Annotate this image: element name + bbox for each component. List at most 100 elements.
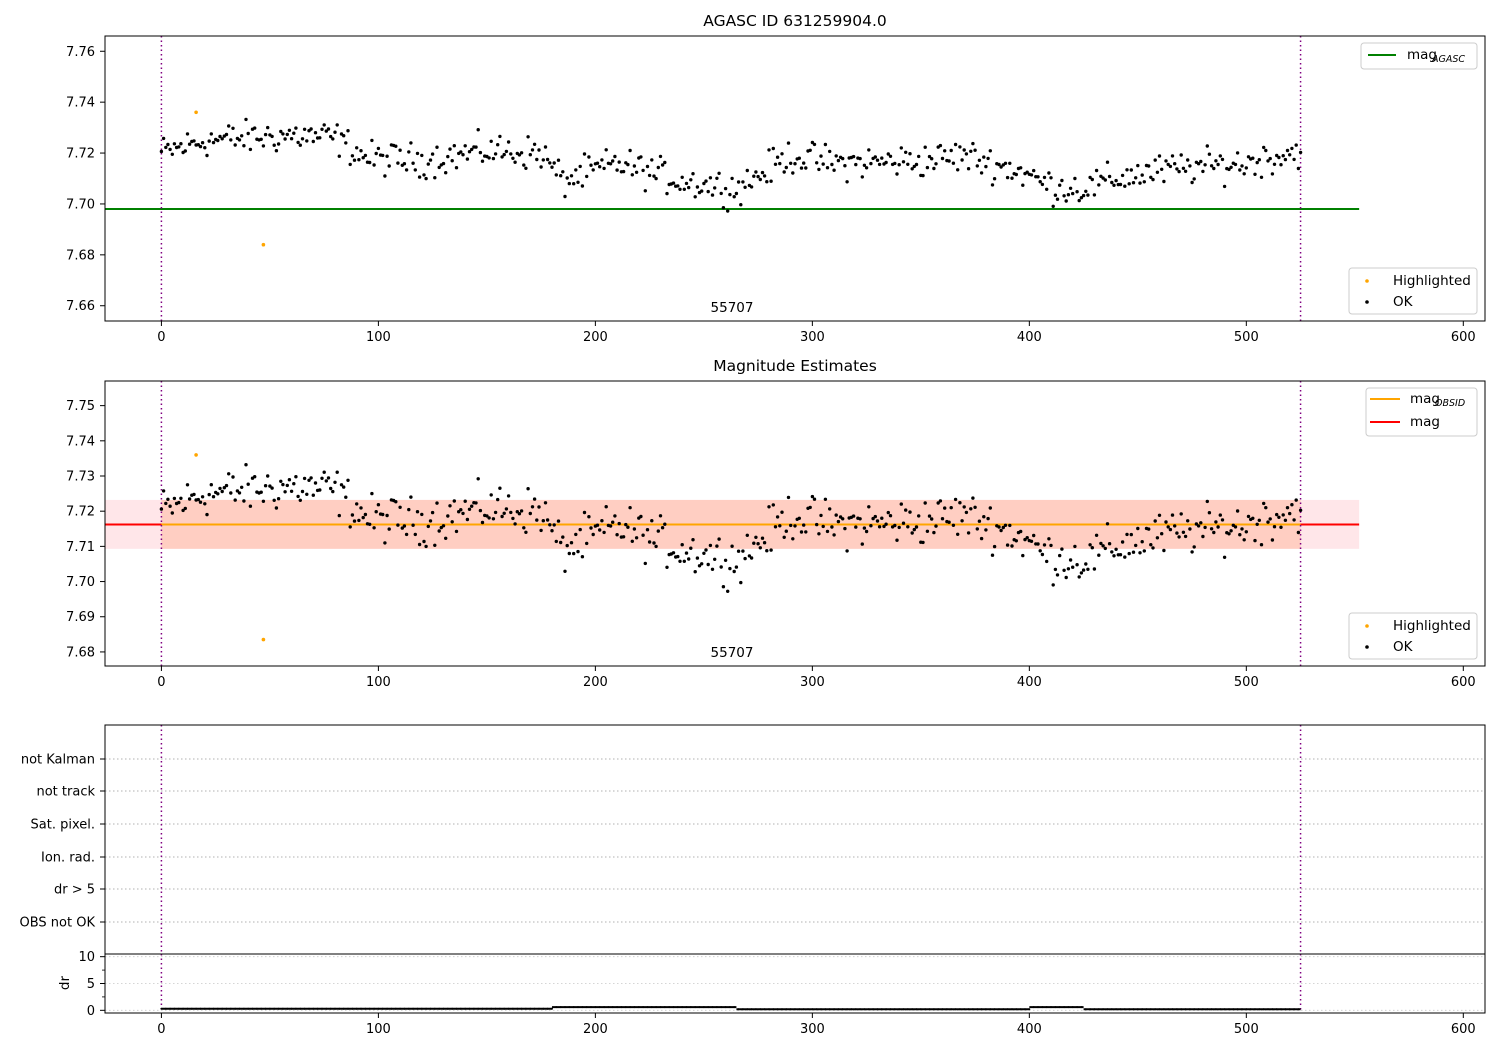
ok-point bbox=[1285, 148, 1290, 153]
panel-1-legend-ok-marker bbox=[1365, 300, 1369, 304]
ok-point bbox=[532, 497, 537, 501]
ok-point bbox=[1149, 175, 1153, 179]
ok-point bbox=[289, 137, 294, 141]
dr-point bbox=[750, 1008, 753, 1011]
ok-point bbox=[921, 173, 925, 178]
ok-point bbox=[1084, 562, 1088, 566]
ok-point bbox=[530, 505, 535, 509]
dr-point bbox=[520, 1007, 523, 1010]
ok-point bbox=[567, 551, 571, 556]
ok-point bbox=[489, 493, 493, 497]
ok-point bbox=[719, 565, 723, 569]
ok-point bbox=[897, 525, 901, 530]
ok-point bbox=[552, 523, 556, 527]
dr-point bbox=[1093, 1008, 1096, 1011]
ok-point bbox=[917, 514, 921, 518]
ok-point bbox=[966, 531, 971, 535]
dr-point bbox=[260, 1007, 263, 1010]
panel-1-title: AGASC ID 631259904.0 bbox=[703, 12, 887, 30]
ok-point bbox=[541, 158, 545, 162]
ok-point bbox=[320, 127, 324, 131]
ok-point bbox=[185, 132, 190, 136]
ok-point bbox=[461, 511, 465, 516]
ok-point bbox=[168, 504, 172, 508]
ok-point bbox=[1294, 498, 1298, 502]
panel-1-legend-bottom: Highlighted OK bbox=[1348, 267, 1478, 315]
ok-point bbox=[769, 548, 773, 552]
ok-point bbox=[1242, 172, 1246, 176]
ok-point bbox=[461, 153, 465, 157]
dr-point bbox=[958, 1008, 961, 1011]
ok-point bbox=[819, 154, 823, 158]
ok-point bbox=[587, 515, 591, 519]
ok-point bbox=[244, 117, 248, 122]
dr-point bbox=[559, 1006, 562, 1009]
ok-point bbox=[997, 162, 1001, 167]
ok-point bbox=[732, 569, 736, 574]
ok-point bbox=[934, 524, 938, 528]
ok-point bbox=[552, 161, 556, 165]
ok-point bbox=[988, 149, 992, 153]
ok-point bbox=[797, 516, 801, 520]
dr-point bbox=[221, 1007, 224, 1010]
ok-point bbox=[1101, 544, 1105, 548]
ok-point bbox=[854, 525, 858, 529]
ok-point bbox=[398, 505, 402, 509]
dr-point bbox=[494, 1007, 497, 1010]
dr-point bbox=[190, 1007, 193, 1010]
ok-point bbox=[1021, 183, 1025, 187]
dr-point bbox=[403, 1007, 406, 1010]
ok-point bbox=[509, 510, 513, 515]
panel-2-legend-highlighted-label: Highlighted bbox=[1393, 618, 1471, 634]
ok-point bbox=[585, 174, 589, 179]
ok-point bbox=[749, 556, 754, 560]
ok-point bbox=[595, 523, 600, 527]
dr-point bbox=[867, 1008, 870, 1011]
ok-point bbox=[936, 501, 940, 505]
ok-point bbox=[1183, 534, 1188, 539]
panel-1-ticks: 0 100 200 300 400 500 600 7.66 7.68 7.70 7.72 7.74 7… bbox=[66, 45, 1476, 345]
dr-point bbox=[360, 1007, 362, 1010]
ok-point bbox=[198, 500, 203, 504]
ok-point bbox=[864, 166, 869, 170]
ok-point bbox=[567, 181, 571, 186]
ok-point bbox=[687, 185, 691, 190]
ok-point bbox=[1103, 546, 1108, 551]
ok-point bbox=[569, 541, 574, 545]
ok-point bbox=[951, 523, 956, 527]
ok-point bbox=[841, 517, 845, 521]
ok-point bbox=[652, 174, 656, 178]
dr-point bbox=[629, 1006, 632, 1009]
panel-2-ticks: 0 100 200 300 400 500 600 7.68 7.69 7.70 7.71 7.72 7… bbox=[66, 399, 1476, 690]
panel-flags: not Kalman not track Sat. pixel. Ion. rad. d… bbox=[20, 724, 1486, 955]
ok-point bbox=[1097, 553, 1101, 557]
ok-point bbox=[949, 506, 953, 510]
dr-point bbox=[1089, 1008, 1092, 1011]
ok-point bbox=[964, 510, 969, 515]
ok-point bbox=[348, 525, 352, 529]
dr-point bbox=[1076, 1006, 1079, 1009]
ok-point bbox=[1181, 166, 1186, 170]
ok-point bbox=[871, 516, 875, 521]
ok-point bbox=[196, 497, 200, 502]
dr-point bbox=[425, 1007, 428, 1010]
panel-dr: 0 100 200 300 400 500 600 0 5 10 dr bbox=[57, 950, 1486, 1037]
ok-point bbox=[834, 154, 838, 158]
ok-point bbox=[1292, 518, 1296, 522]
ok-point bbox=[218, 486, 222, 491]
ok-point bbox=[159, 149, 164, 154]
ok-point bbox=[723, 186, 728, 191]
dr-point bbox=[1054, 1006, 1057, 1009]
ok-point bbox=[598, 165, 602, 169]
dr-point bbox=[663, 1006, 666, 1009]
ok-point bbox=[906, 162, 910, 166]
panel-1-axes-frame bbox=[104, 35, 1486, 322]
dr-point bbox=[746, 1008, 749, 1011]
dr-point bbox=[976, 1008, 979, 1011]
ok-point bbox=[1283, 518, 1288, 522]
dr-point bbox=[234, 1007, 237, 1010]
ok-point bbox=[200, 141, 205, 145]
ok-point bbox=[1077, 575, 1081, 579]
ok-point bbox=[762, 174, 767, 178]
ok-point bbox=[815, 161, 819, 165]
